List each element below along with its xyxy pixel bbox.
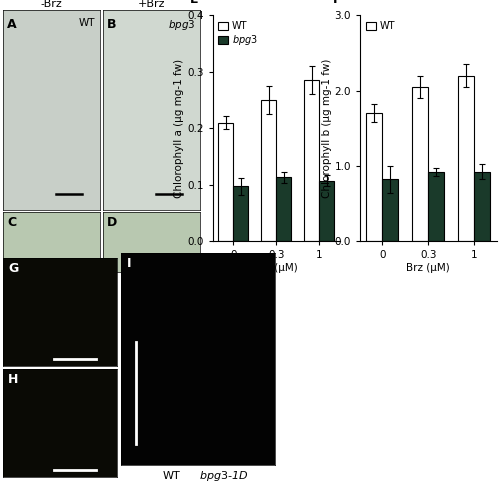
Text: WT: WT [163, 470, 180, 481]
Y-axis label: Chlorophyll b (µg mg-1 fw): Chlorophyll b (µg mg-1 fw) [322, 58, 332, 198]
Text: E: E [190, 0, 198, 6]
Text: -Brz: -Brz [40, 0, 62, 9]
Bar [218, 122, 234, 241]
Text: $bpg3$-1D: $bpg3$-1D [200, 469, 249, 482]
Bar [319, 181, 334, 241]
Bar [428, 172, 444, 241]
Legend: WT: WT [365, 20, 396, 32]
Bar [276, 177, 291, 241]
Bar [474, 172, 490, 241]
Text: B: B [108, 18, 117, 31]
Text: F: F [332, 0, 341, 6]
Bar [458, 76, 474, 241]
Text: +Brz: +Brz [138, 0, 165, 9]
Bar [234, 187, 248, 241]
Text: H: H [8, 373, 18, 386]
Text: G: G [8, 262, 18, 275]
Bar [261, 100, 276, 241]
Y-axis label: Chlorophyll a (µg mg-1 fw): Chlorophyll a (µg mg-1 fw) [174, 59, 184, 198]
Bar [304, 80, 319, 241]
Text: A: A [8, 18, 17, 31]
Text: WT: WT [78, 18, 95, 27]
Text: $bpg3$: $bpg3$ [168, 18, 195, 32]
X-axis label: Brz (µM): Brz (µM) [406, 263, 450, 273]
Legend: WT, $bpg3$: WT, $bpg3$ [218, 20, 259, 48]
Bar [366, 113, 382, 241]
Bar [412, 87, 428, 241]
Text: I: I [127, 257, 132, 270]
X-axis label: Brz (µM): Brz (µM) [254, 263, 298, 273]
Bar [382, 179, 398, 241]
Text: D: D [108, 216, 118, 229]
Text: C: C [8, 216, 16, 229]
